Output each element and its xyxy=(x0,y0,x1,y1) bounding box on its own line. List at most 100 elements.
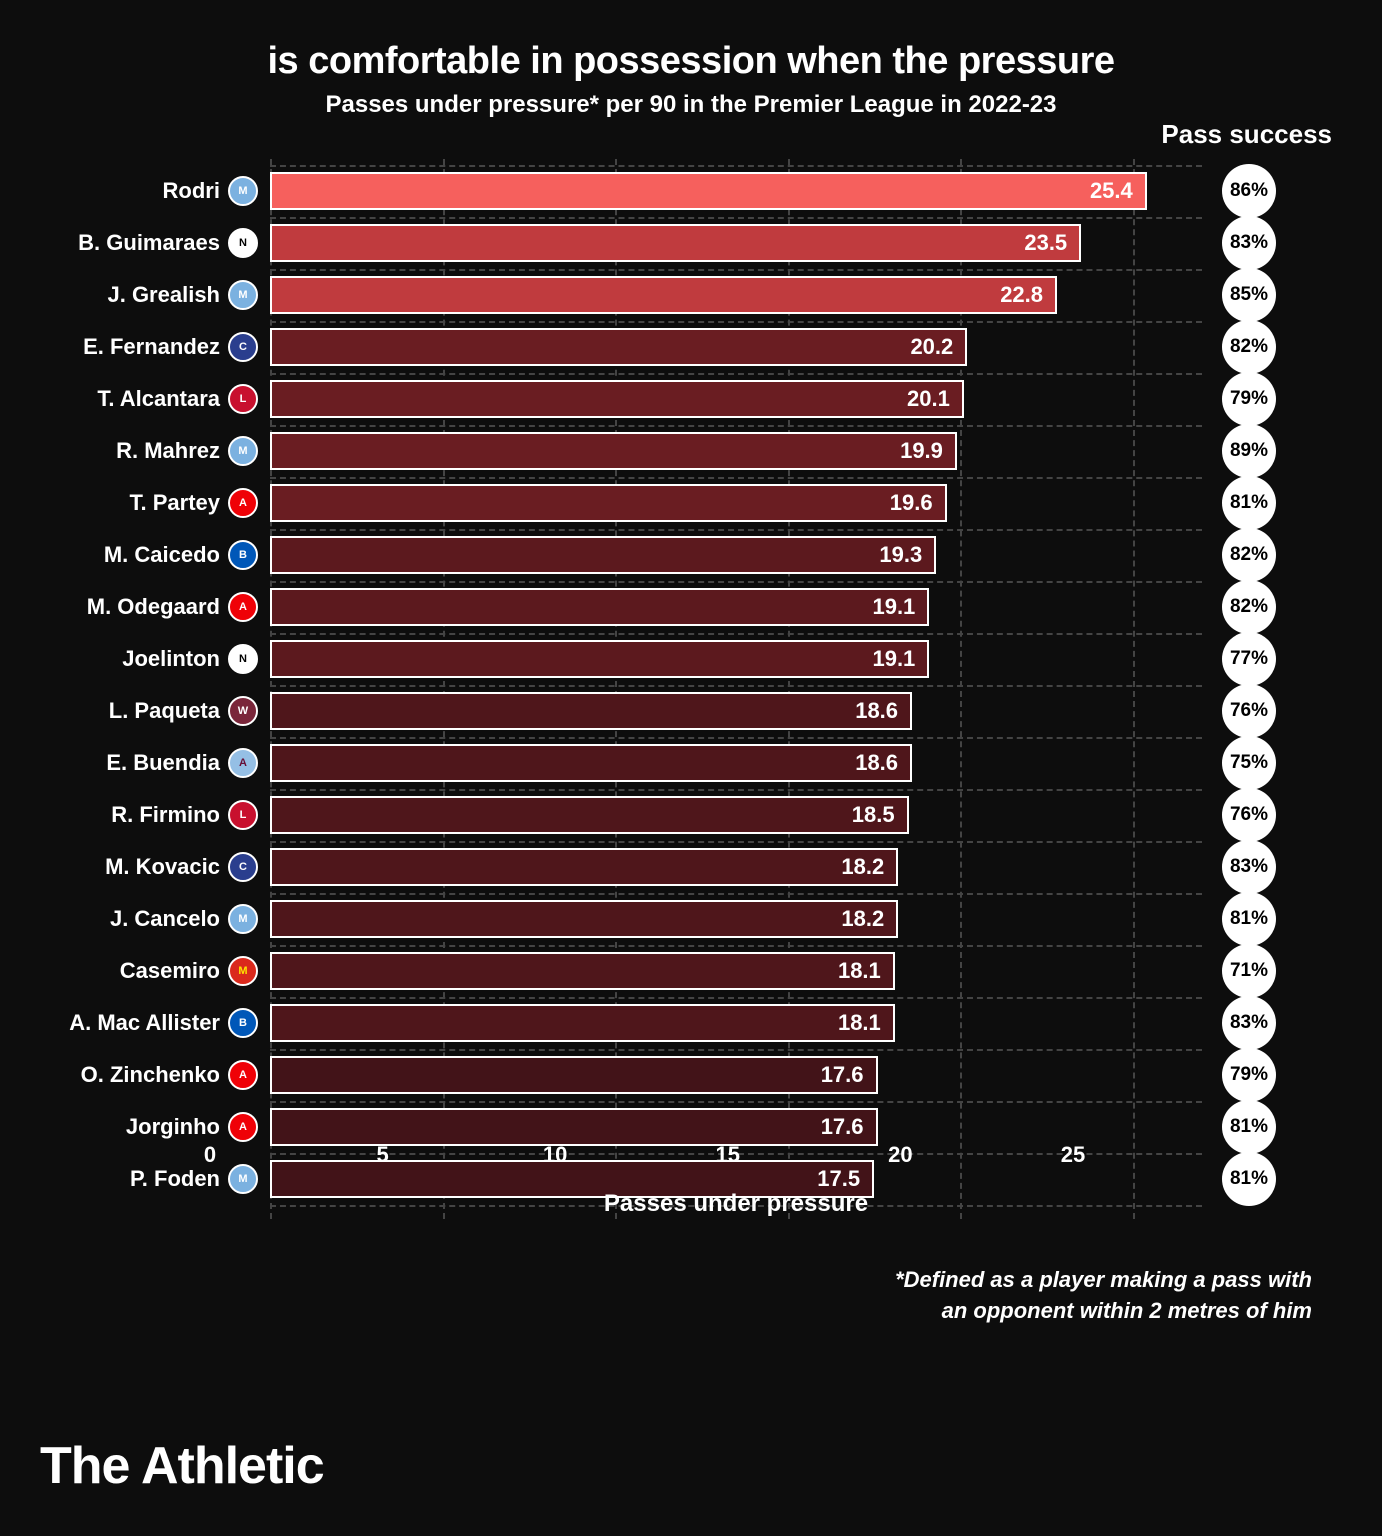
team-badge: M xyxy=(228,904,258,934)
gridline-horizontal xyxy=(270,321,1202,323)
bar: 17.6 xyxy=(270,1056,878,1094)
brand-logo: The Athletic xyxy=(40,1436,324,1496)
gridline-horizontal xyxy=(270,841,1202,843)
pass-success-badge: 86% xyxy=(1222,164,1276,218)
gridline-horizontal xyxy=(270,685,1202,687)
team-badge: A xyxy=(228,1112,258,1142)
bar-value: 18.6 xyxy=(855,698,898,724)
bar-value: 25.4 xyxy=(1090,178,1133,204)
player-name: L. Paqueta xyxy=(40,698,220,724)
bar: 19.1 xyxy=(270,640,929,678)
player-name: E. Buendia xyxy=(40,750,220,776)
player-row: T. ParteyA19.681% xyxy=(270,483,1202,523)
bar: 18.1 xyxy=(270,1004,895,1042)
bar-value: 19.6 xyxy=(890,490,933,516)
x-tick: 15 xyxy=(716,1142,740,1168)
gridline-horizontal xyxy=(270,633,1202,635)
player-row: M. KovacicC18.283% xyxy=(270,847,1202,887)
player-name: R. Firmino xyxy=(40,802,220,828)
pass-success-badge: 82% xyxy=(1222,320,1276,374)
x-tick: 10 xyxy=(543,1142,567,1168)
bar: 25.4 xyxy=(270,172,1147,210)
x-tick: 25 xyxy=(1061,1142,1085,1168)
gridline-horizontal xyxy=(270,893,1202,895)
player-row: JoelintonN19.177% xyxy=(270,639,1202,679)
pass-success-badge: 82% xyxy=(1222,580,1276,634)
footnote-line: *Defined as a player making a pass with xyxy=(895,1265,1312,1296)
bar-value: 19.9 xyxy=(900,438,943,464)
player-name: Joelinton xyxy=(40,646,220,672)
player-name: B. Guimaraes xyxy=(40,230,220,256)
gridline-horizontal xyxy=(270,1101,1202,1103)
player-name: M. Kovacic xyxy=(40,854,220,880)
gridline-horizontal xyxy=(270,373,1202,375)
player-name: J. Grealish xyxy=(40,282,220,308)
team-badge: N xyxy=(228,228,258,258)
bar-value: 17.6 xyxy=(821,1114,864,1140)
bar-value: 18.1 xyxy=(838,1010,881,1036)
player-name: T. Alcantara xyxy=(40,386,220,412)
footnote: *Defined as a player making a pass with … xyxy=(895,1265,1312,1327)
bar: 19.6 xyxy=(270,484,947,522)
pass-success-badge: 71% xyxy=(1222,944,1276,998)
player-row: E. FernandezC20.282% xyxy=(270,327,1202,367)
player-name: Rodri xyxy=(40,178,220,204)
x-axis-label: Passes under pressure xyxy=(210,1190,1262,1218)
player-name: Jorginho xyxy=(40,1114,220,1140)
chart-subtitle: Passes under pressure* per 90 in the Pre… xyxy=(60,91,1322,119)
chart-area: Pass success RodriM25.486%B. GuimaraesN2… xyxy=(270,159,1202,1219)
pass-success-badge: 79% xyxy=(1222,1048,1276,1102)
team-badge: C xyxy=(228,332,258,362)
player-row: O. ZinchenkoA17.679% xyxy=(270,1055,1202,1095)
bar: 18.1 xyxy=(270,952,895,990)
player-name: E. Fernandez xyxy=(40,334,220,360)
player-name: Casemiro xyxy=(40,958,220,984)
pass-success-badge: 81% xyxy=(1222,892,1276,946)
team-badge: A xyxy=(228,488,258,518)
player-name: O. Zinchenko xyxy=(40,1062,220,1088)
bar-value: 18.5 xyxy=(852,802,895,828)
pass-success-badge: 83% xyxy=(1222,996,1276,1050)
bar-value: 20.1 xyxy=(907,386,950,412)
team-badge: M xyxy=(228,176,258,206)
player-row: J. CanceloM18.281% xyxy=(270,899,1202,939)
pass-success-badge: 89% xyxy=(1222,424,1276,478)
chart-title: is comfortable in possession when the pr… xyxy=(60,40,1322,83)
bar: 18.2 xyxy=(270,900,898,938)
gridline-horizontal xyxy=(270,997,1202,999)
gridline-horizontal xyxy=(270,737,1202,739)
team-badge: A xyxy=(228,1060,258,1090)
pass-success-badge: 75% xyxy=(1222,736,1276,790)
player-row: JorginhoA17.681% xyxy=(270,1107,1202,1147)
pass-success-badge: 81% xyxy=(1222,476,1276,530)
team-badge: A xyxy=(228,592,258,622)
gridline-horizontal xyxy=(270,477,1202,479)
x-tick: 20 xyxy=(888,1142,912,1168)
bar-value: 20.2 xyxy=(910,334,953,360)
bar-value: 19.3 xyxy=(879,542,922,568)
gridline-horizontal xyxy=(270,581,1202,583)
player-row: A. Mac AllisterB18.183% xyxy=(270,1003,1202,1043)
bar-value: 19.1 xyxy=(872,646,915,672)
pass-success-badge: 79% xyxy=(1222,372,1276,426)
player-row: M. OdegaardA19.182% xyxy=(270,587,1202,627)
pass-success-badge: 76% xyxy=(1222,788,1276,842)
team-badge: C xyxy=(228,852,258,882)
gridline-horizontal xyxy=(270,945,1202,947)
team-badge: L xyxy=(228,800,258,830)
player-row: J. GrealishM22.885% xyxy=(270,275,1202,315)
bar: 18.6 xyxy=(270,744,912,782)
bar: 23.5 xyxy=(270,224,1081,262)
pass-success-badge: 77% xyxy=(1222,632,1276,686)
bar-value: 18.2 xyxy=(841,854,884,880)
team-badge: M xyxy=(228,956,258,986)
player-row: RodriM25.486% xyxy=(270,171,1202,211)
team-badge: L xyxy=(228,384,258,414)
player-name: T. Partey xyxy=(40,490,220,516)
pass-success-badge: 85% xyxy=(1222,268,1276,322)
player-name: P. Foden xyxy=(40,1166,220,1192)
bar-value: 17.5 xyxy=(817,1166,860,1192)
team-badge: M xyxy=(228,436,258,466)
gridline-horizontal xyxy=(270,1049,1202,1051)
gridline-horizontal xyxy=(270,425,1202,427)
